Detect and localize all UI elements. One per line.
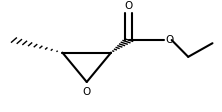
Text: O: O [83,87,91,97]
Text: O: O [165,35,173,45]
Text: O: O [125,1,133,11]
